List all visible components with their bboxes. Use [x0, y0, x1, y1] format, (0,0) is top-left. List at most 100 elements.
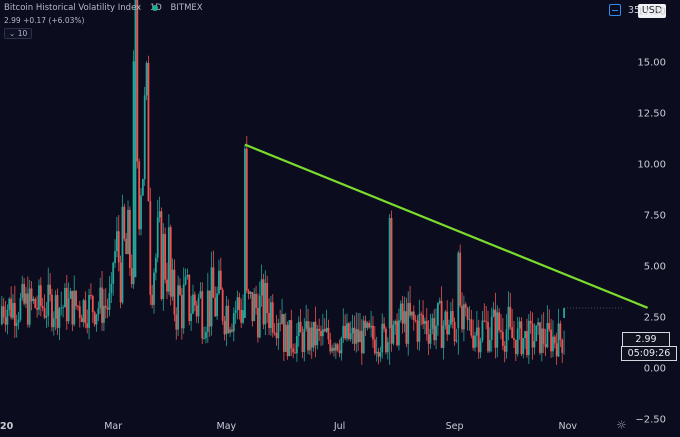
candle-body — [47, 284, 50, 317]
candle-body — [75, 290, 77, 307]
candle-body — [88, 295, 90, 328]
candle-body — [23, 283, 26, 304]
candle-body — [244, 148, 246, 318]
candle-body — [184, 276, 187, 285]
candle-body — [290, 320, 293, 349]
candle-body — [379, 352, 382, 357]
candle-body — [518, 321, 521, 329]
candle-body — [453, 321, 456, 342]
price-axis-tick: 5.00 — [643, 261, 666, 273]
indicator-legend[interactable]: ⌄ 10 — [4, 28, 33, 39]
candle-body — [60, 307, 63, 309]
candle-body — [19, 298, 22, 320]
candle-body — [386, 342, 389, 353]
candle-body — [188, 274, 191, 321]
bar-countdown-tag: 05:09:26 — [621, 346, 677, 361]
candle-body — [205, 332, 207, 339]
candle-body — [459, 252, 462, 306]
candle-body — [412, 311, 415, 321]
candle-body — [82, 300, 85, 323]
time-axis-tick: May — [216, 421, 237, 432]
candle-body — [125, 238, 128, 254]
candle-body — [95, 314, 98, 325]
candle-body — [4, 317, 7, 325]
chevron-down-icon[interactable]: ⌄ — [9, 29, 16, 38]
symbol-title: Bitcoin Historical Volatility Index — [4, 3, 142, 13]
candle-body — [555, 343, 558, 357]
candle-body — [182, 284, 185, 329]
candle-body — [295, 336, 298, 354]
candle-body — [17, 319, 20, 323]
symbol-legend[interactable]: Bitcoin Historical Volatility Index 1D B… — [4, 3, 209, 13]
candle-body — [563, 308, 565, 318]
candle-body — [130, 268, 133, 285]
candle-body — [331, 347, 334, 352]
candle-body — [238, 297, 241, 310]
candle-body — [8, 298, 11, 310]
candlestick-series — [0, 0, 565, 365]
candle-body — [214, 297, 217, 317]
candle-body — [71, 290, 74, 325]
candle-body — [212, 267, 215, 298]
candle-body — [164, 233, 167, 280]
candle-body — [520, 321, 523, 355]
candle-body — [15, 322, 18, 326]
candle-body — [411, 311, 413, 316]
price-axis-tick: 17.50 — [637, 6, 666, 18]
price-axis-tick: 15.00 — [637, 57, 666, 69]
price-axis-tick: 2.50 — [643, 312, 666, 324]
candle-body — [540, 328, 543, 353]
candle-body — [472, 335, 475, 348]
candle-body — [385, 328, 387, 353]
candle-body — [56, 295, 59, 328]
candle-body — [305, 321, 308, 329]
collapse-panel-icon[interactable] — [609, 4, 621, 16]
candle-body — [364, 320, 367, 328]
candle-body — [136, 0, 139, 162]
candle-body — [405, 311, 408, 344]
candle-body — [375, 351, 378, 354]
candle-body — [440, 300, 443, 348]
candle-body — [546, 322, 549, 348]
candle-body — [301, 332, 304, 352]
trendline[interactable] — [244, 143, 648, 309]
change-readout: 2.99 +0.17 (+6.03%) — [4, 16, 85, 25]
candle-body — [513, 338, 515, 340]
candle-body — [64, 287, 66, 308]
candle-body — [229, 329, 231, 333]
candle-body — [67, 298, 70, 322]
candle-body — [334, 344, 337, 351]
price-axis-tick: 10.00 — [637, 159, 666, 171]
candle-body — [527, 320, 530, 356]
candle-body — [192, 294, 194, 314]
candle-body — [548, 322, 551, 330]
candle-body — [123, 206, 126, 239]
price-axis-tick: −2.50 — [635, 414, 666, 426]
candle-body — [32, 298, 35, 302]
candle-body — [468, 319, 471, 321]
candle-body — [500, 330, 502, 332]
candle-body — [110, 283, 113, 293]
candle-body — [140, 195, 142, 230]
candle-body — [13, 303, 16, 326]
candle-body — [435, 325, 437, 341]
time-axis-tick: Jul — [333, 421, 346, 432]
candle-body — [429, 328, 432, 344]
time-axis-tick: 20 — [0, 421, 14, 432]
candle-body — [282, 314, 285, 352]
candle-body — [279, 323, 282, 325]
candle-body — [268, 313, 270, 328]
candle-body — [175, 314, 178, 330]
candle-body — [251, 292, 254, 322]
candle-body — [25, 293, 27, 304]
candle-body — [86, 323, 89, 328]
gear-icon[interactable]: ☼ — [616, 418, 627, 432]
candle-body — [314, 321, 317, 346]
candle-body — [535, 325, 538, 342]
candle-body — [114, 251, 116, 263]
candle-body — [396, 321, 398, 346]
candle-body — [117, 231, 120, 263]
currency-button[interactable]: USD — [638, 4, 666, 18]
